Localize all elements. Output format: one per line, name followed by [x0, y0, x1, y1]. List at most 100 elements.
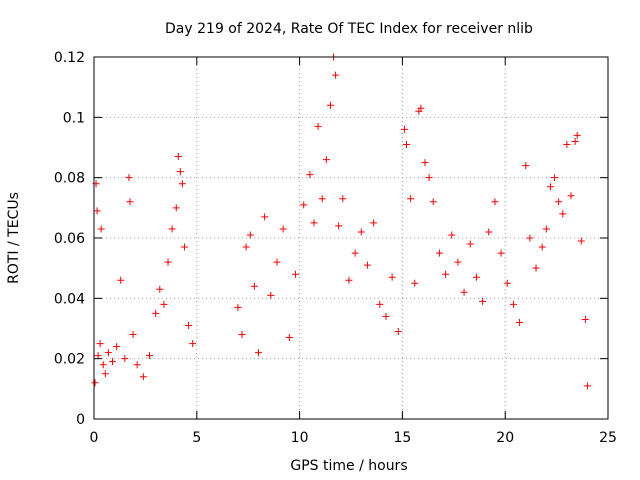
data-points: [91, 53, 591, 390]
data-point: [555, 198, 563, 206]
data-point: [168, 225, 176, 233]
data-point: [583, 382, 591, 390]
data-point: [242, 243, 250, 251]
data-point: [126, 198, 134, 206]
data-point: [472, 273, 480, 281]
data-point: [345, 276, 353, 284]
data-point: [254, 349, 262, 357]
data-point: [559, 210, 567, 218]
data-point: [400, 125, 408, 133]
y-tick-label: 0.08: [54, 171, 85, 187]
y-tick-label: 0.02: [54, 352, 85, 368]
data-point: [417, 104, 425, 112]
data-point: [509, 300, 517, 308]
chart-title: Day 219 of 2024, Rate Of TEC Index for r…: [165, 21, 533, 37]
data-point: [532, 264, 540, 272]
data-point: [403, 140, 411, 148]
data-point: [121, 355, 129, 363]
x-tick-label: 0: [90, 430, 99, 446]
data-point: [460, 288, 468, 296]
data-point: [174, 153, 182, 161]
data-point: [581, 315, 589, 323]
data-point: [421, 159, 429, 167]
data-point: [96, 340, 104, 348]
data-point: [176, 168, 184, 176]
data-point: [425, 174, 433, 182]
data-point: [382, 312, 390, 320]
data-point: [370, 219, 378, 227]
data-point: [411, 279, 419, 287]
data-point: [314, 122, 322, 130]
x-axis-title: GPS time / hours: [290, 458, 407, 474]
data-point: [164, 258, 172, 266]
data-point: [538, 243, 546, 251]
data-point: [335, 222, 343, 230]
data-point: [351, 249, 359, 257]
data-point: [113, 343, 121, 351]
x-tick-label: 10: [291, 430, 309, 446]
data-point: [407, 195, 415, 203]
x-tick-label: 20: [496, 430, 514, 446]
data-point: [546, 183, 554, 191]
data-point: [146, 352, 154, 360]
data-point: [250, 282, 258, 290]
data-point: [125, 174, 133, 182]
data-point: [261, 213, 269, 221]
data-point: [156, 285, 164, 293]
data-point: [522, 162, 530, 170]
x-axis-ticks: 0 5 10 15 20 25: [90, 57, 617, 446]
data-point: [563, 140, 571, 148]
data-point: [454, 258, 462, 266]
x-tick-label: 25: [599, 430, 617, 446]
y-tick-label: 0: [76, 412, 85, 428]
data-point: [234, 303, 242, 311]
data-point: [101, 370, 109, 378]
data-point: [300, 201, 308, 209]
x-tick-label: 5: [192, 430, 201, 446]
data-point: [551, 174, 559, 182]
data-point: [97, 225, 105, 233]
data-point: [109, 358, 117, 366]
data-point: [376, 300, 384, 308]
data-point: [388, 273, 396, 281]
data-point: [577, 237, 585, 245]
y-tick-label: 0.04: [54, 291, 85, 307]
data-point: [339, 195, 347, 203]
data-point: [99, 361, 107, 369]
data-point: [178, 180, 186, 188]
y-tick-label: 0.06: [54, 231, 85, 247]
data-point: [104, 349, 112, 357]
data-point: [273, 258, 281, 266]
data-point: [479, 297, 487, 305]
data-point: [466, 240, 474, 248]
data-point: [491, 198, 499, 206]
data-point: [279, 225, 287, 233]
data-point: [448, 231, 456, 239]
data-point: [363, 261, 371, 269]
data-point: [160, 300, 168, 308]
data-point: [185, 321, 193, 329]
data-point: [485, 228, 493, 236]
y-axis-title: ROTI / TECUs: [6, 192, 22, 284]
data-point: [429, 198, 437, 206]
data-point: [238, 331, 246, 339]
data-point: [139, 373, 147, 381]
data-point: [291, 270, 299, 278]
data-point: [526, 234, 534, 242]
data-point: [93, 207, 101, 215]
data-point: [357, 228, 365, 236]
data-point: [318, 195, 326, 203]
y-tick-label: 0.1: [63, 110, 85, 126]
data-point: [285, 334, 293, 342]
data-point: [310, 219, 318, 227]
data-point: [246, 231, 254, 239]
data-point: [267, 291, 275, 299]
y-tick-label: 0.12: [54, 50, 85, 66]
data-point: [129, 331, 137, 339]
data-point: [117, 276, 125, 284]
data-point: [306, 171, 314, 179]
data-point: [152, 309, 160, 317]
data-point: [332, 71, 340, 79]
data-point: [322, 156, 330, 164]
